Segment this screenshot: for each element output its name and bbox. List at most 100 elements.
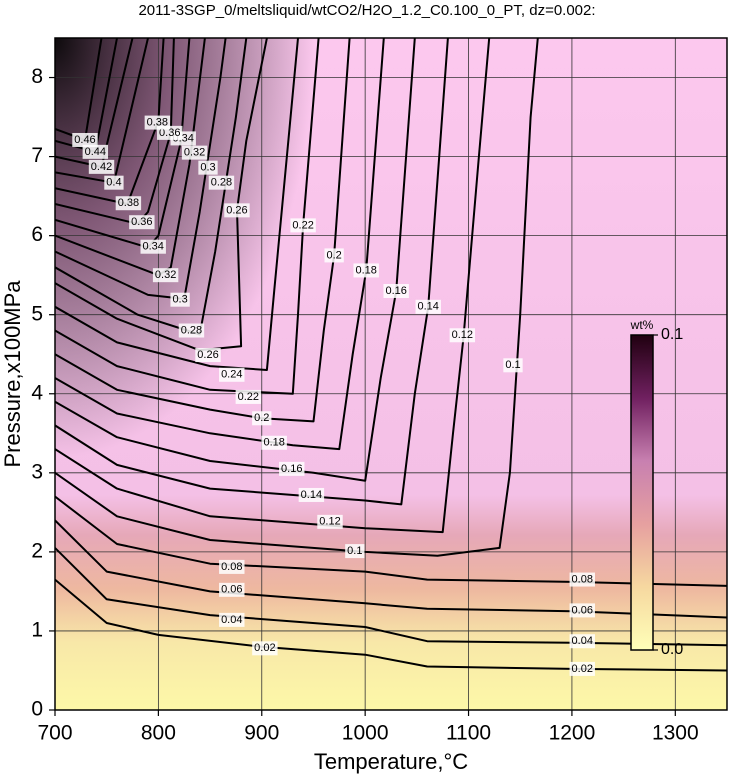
- contour-label-bg: [198, 160, 218, 175]
- y-tick-label: 6: [31, 223, 43, 246]
- contour-label: 0.08: [572, 573, 593, 585]
- contour-label-bg: [129, 215, 155, 230]
- contour-label: 0.26: [197, 349, 218, 361]
- contour-label-bg: [345, 544, 365, 559]
- contour-label: 0.04: [221, 614, 242, 626]
- colorbar: wt% 0.0 0.1: [630, 318, 684, 658]
- contour-label: 0.44: [85, 146, 106, 158]
- chart-title: 2011-3SGP_0/meltsliquid/wtCO2/H2O_1.2_C0…: [138, 2, 595, 19]
- contour-label: 0.46: [74, 134, 95, 146]
- contour-label: 0.12: [319, 516, 340, 528]
- y-tick-label: 0: [31, 698, 43, 721]
- contour-label-bg: [324, 248, 344, 263]
- contour-label-bg: [235, 389, 262, 404]
- contour-label-bg: [219, 582, 245, 597]
- contour-label: 0.14: [301, 489, 322, 501]
- contour-label-bg: [115, 196, 142, 211]
- contour-label: 0.38: [118, 197, 139, 209]
- contour-label-bg: [569, 634, 595, 649]
- contour-label: 0.1: [505, 359, 520, 371]
- x-tick-label: 1000: [342, 722, 389, 745]
- contour-label-bg: [140, 239, 166, 254]
- contour-label-bg: [569, 661, 595, 676]
- y-tick-label: 3: [31, 460, 43, 483]
- x-tick-label: 1200: [549, 722, 596, 745]
- contour-label: 0.1: [347, 545, 362, 557]
- contour-label: 0.28: [211, 177, 232, 189]
- y-tick-label: 2: [31, 539, 43, 562]
- contour-label-bg: [279, 461, 305, 476]
- contour-line: [55, 38, 227, 300]
- colorbar-label: wt%: [630, 318, 654, 332]
- contour-label-bg: [178, 323, 205, 338]
- contour-label: 0.18: [263, 437, 284, 449]
- contour-label-bg: [298, 487, 325, 502]
- contour-label: 0.04: [572, 635, 593, 647]
- x-tick-label: 1300: [652, 722, 699, 745]
- contour-line: [55, 38, 351, 423]
- contour-label-bg: [144, 115, 171, 130]
- colorbar-scale: [630, 334, 654, 651]
- contour-label: 0.02: [572, 663, 593, 675]
- y-tick-label: 5: [31, 302, 43, 325]
- contour-label-bg: [261, 435, 287, 450]
- contour-label-bg: [224, 203, 250, 218]
- contour-label: 0.18: [355, 264, 376, 276]
- contour-labels: 0.02 0.02 0.04 0.04 0.06 0.06 0.08 0.08 0.1 0.1 0.…: [72, 115, 595, 676]
- contour-label-bg: [72, 132, 98, 147]
- contour-label: 0.36: [131, 216, 152, 228]
- x-axis-label: Temperature,°C: [314, 749, 468, 774]
- contours: [55, 38, 727, 672]
- contour-label: 0.02: [254, 642, 275, 654]
- contour-label-bg: [181, 145, 208, 160]
- colorbar-tick-label: 0.1: [661, 326, 683, 343]
- contour-line: [55, 38, 385, 451]
- contour-label: 0.32: [155, 269, 176, 281]
- contour-line: [55, 38, 539, 557]
- contour-label: 0.12: [452, 329, 473, 341]
- contour-label: 0.26: [226, 204, 247, 216]
- contour-line: [55, 38, 191, 249]
- contour-line: [55, 38, 416, 482]
- contour-label-bg: [569, 572, 595, 587]
- plot-frame: [54, 37, 728, 711]
- contour-label: 0.34: [143, 241, 164, 253]
- contour-label: 0.3: [200, 162, 215, 174]
- contour-label: 0.16: [385, 285, 406, 297]
- contour-line: [55, 38, 248, 336]
- contour-label: 0.28: [181, 324, 202, 336]
- colorbar-tick-label: 0.0: [661, 641, 683, 658]
- dark-region: [55, 38, 315, 458]
- contour-label: 0.06: [572, 604, 593, 616]
- y-tick-label: 7: [31, 144, 43, 167]
- contour-label-bg: [252, 641, 278, 656]
- contour-label: 0.24: [221, 369, 242, 381]
- contour-label-bg: [219, 612, 245, 627]
- x-tick-label: 700: [37, 722, 72, 745]
- contour-label-bg: [569, 603, 595, 618]
- x-tick-label: 900: [244, 722, 279, 745]
- contour-label-bg: [208, 175, 235, 190]
- y-tick-label: 4: [31, 381, 43, 404]
- contour-line: [55, 38, 449, 506]
- contour-label-bg: [219, 559, 245, 574]
- contour-label-bg: [170, 292, 190, 307]
- contour-label-bg: [383, 283, 409, 298]
- y-axis-label: Pressure,x100MPa: [0, 280, 25, 468]
- contour-label-bg: [290, 218, 316, 233]
- contour-label-bg: [317, 514, 343, 529]
- x-tick-label: 800: [141, 722, 176, 745]
- contour-label: 0.36: [159, 127, 180, 139]
- contour-line: [55, 578, 727, 672]
- contour-line: [55, 38, 165, 205]
- contour-label: 0.14: [418, 301, 439, 313]
- contour-line: [55, 38, 175, 225]
- contour-label: 0.3: [172, 294, 187, 306]
- contour-label: 0.32: [184, 147, 205, 159]
- contour-label: 0.22: [238, 391, 259, 403]
- y-tick-label: 1: [31, 618, 43, 641]
- contour-label: 0.22: [292, 219, 313, 231]
- contour-label: 0.2: [254, 412, 269, 424]
- contour-line: [55, 38, 299, 371]
